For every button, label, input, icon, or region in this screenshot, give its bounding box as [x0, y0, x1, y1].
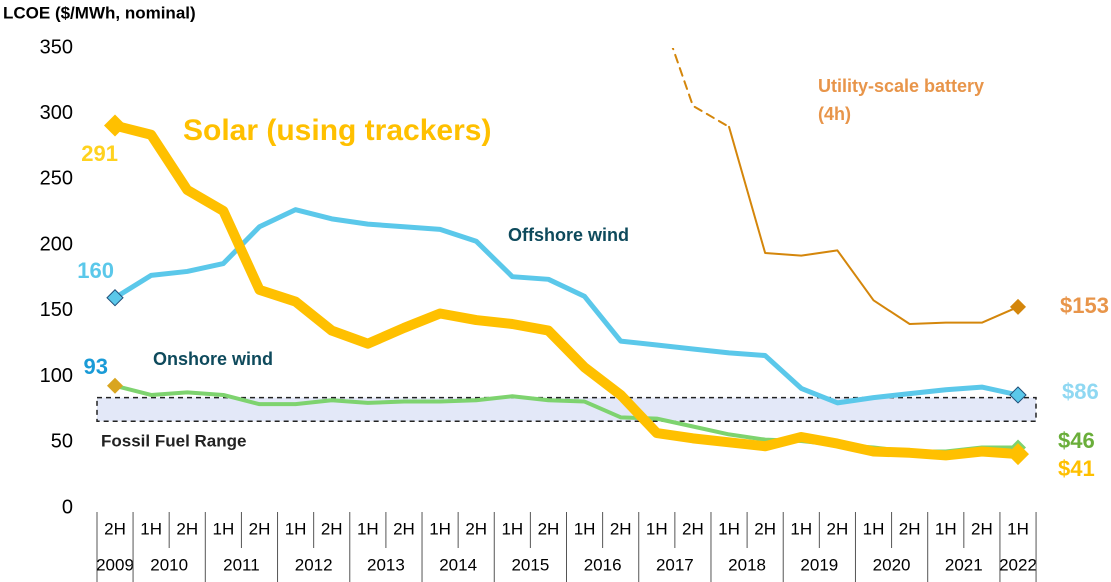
y-tick-label: 50 [51, 431, 73, 453]
data-label: $86 [1062, 379, 1099, 404]
x-tick-label: 1H [790, 519, 812, 538]
series-name: Offshore wind [508, 225, 629, 245]
x-tick-label: 2H [321, 519, 343, 538]
series-layer [110, 48, 1023, 461]
year-label: 2010 [150, 555, 188, 574]
year-label: 2020 [873, 555, 911, 574]
data-label: 93 [84, 354, 108, 379]
y-tick-label: 350 [40, 36, 73, 58]
series-line [112, 207, 1021, 406]
year-label: 2015 [511, 555, 549, 574]
y-tick-label: 0 [62, 496, 73, 518]
point-marker [107, 377, 123, 394]
year-label: 2022 [999, 555, 1037, 574]
point-marker [1010, 298, 1026, 315]
year-label: 2013 [367, 555, 405, 574]
plot: 0 50 100 150 200 250 300 350 Fossil Fuel Range 2H… [40, 36, 1109, 582]
x-tick-label: 2H [682, 519, 704, 538]
data-label: $46 [1058, 428, 1095, 453]
data-label: 160 [77, 258, 114, 283]
data-label: $41 [1058, 456, 1095, 481]
y-tick-label: 100 [40, 365, 73, 387]
series-line [728, 125, 1019, 325]
series-line [110, 120, 1023, 461]
x-tick-label: 1H [935, 519, 957, 538]
year-label: 2009 [96, 555, 134, 574]
x-tick-label: 1H [1007, 519, 1029, 538]
x-tick-label: 1H [646, 519, 668, 538]
x-tick-label: 1H [863, 519, 885, 538]
x-tick-label: 1H [718, 519, 740, 538]
x-tick-label: 2H [104, 519, 126, 538]
series-name: Utility-scale battery (4h) [818, 76, 984, 124]
x-tick-label: 1H [357, 519, 379, 538]
x-tick-label: 2H [827, 519, 849, 538]
y-tick-label: 250 [40, 168, 73, 190]
x-tick-label: 1H [574, 519, 596, 538]
series-line [671, 48, 731, 128]
x-tick-label: 2H [899, 519, 921, 538]
x-tick-label: 1H [285, 519, 307, 538]
x-tick-label: 2H [610, 519, 632, 538]
x-tick-label: 2H [538, 519, 560, 538]
point-marker [1009, 386, 1027, 404]
x-tick-label: 2H [176, 519, 198, 538]
year-label: 2021 [945, 555, 983, 574]
year-label: 2018 [728, 555, 766, 574]
x-tick-label: 2H [971, 519, 993, 538]
year-label: 2016 [584, 555, 622, 574]
fossil-range [96, 396, 1037, 423]
y-tick-label: 150 [40, 299, 73, 321]
x-tick-label: 1H [429, 519, 451, 538]
series-name: Solar (using trackers) [183, 114, 491, 147]
y-axis-label: LCOE ($/MWh, nominal) [3, 3, 196, 22]
x-tick-label: 2H [393, 519, 415, 538]
year-label: 2019 [800, 555, 838, 574]
fossil-range-label: Fossil Fuel Range [101, 431, 246, 450]
data-label: $153 [1060, 293, 1109, 318]
point-marker [1007, 443, 1029, 466]
year-label: 2014 [439, 555, 477, 574]
x-tick-label: 1H [501, 519, 523, 538]
year-label: 2011 [223, 555, 260, 574]
x-tick-label: 2H [754, 519, 776, 538]
point-marker [106, 289, 124, 307]
data-label: 291 [81, 141, 118, 166]
year-label: 2017 [656, 555, 694, 574]
x-tick-label: 2H [249, 519, 271, 538]
y-tick-label: 300 [40, 102, 73, 124]
year-label: 2012 [295, 555, 333, 574]
x-tick-label: 1H [212, 519, 234, 538]
x-tick-label: 2H [465, 519, 487, 538]
point-marker [104, 114, 126, 137]
y-tick-label: 200 [40, 233, 73, 255]
x-tick-label: 1H [140, 519, 162, 538]
series-name: Onshore wind [153, 349, 273, 369]
